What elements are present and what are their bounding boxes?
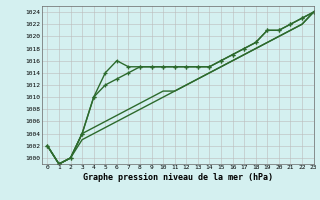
X-axis label: Graphe pression niveau de la mer (hPa): Graphe pression niveau de la mer (hPa) xyxy=(83,173,273,182)
